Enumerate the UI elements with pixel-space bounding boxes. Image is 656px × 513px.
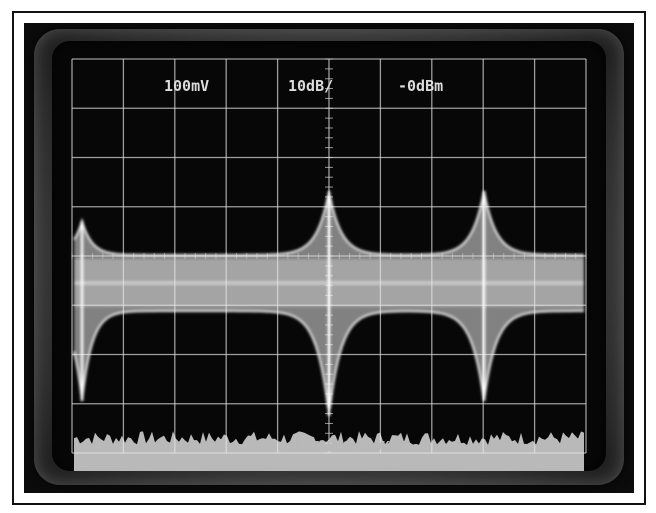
log-scale-readout: 10dB/: [288, 77, 333, 95]
crt-bezel: 100mV 10dB/ -0dBm 1KHZ RES 100KHZ: [34, 29, 624, 485]
crt-screen: 100mV 10dB/ -0dBm 1KHZ RES 100KHZ: [52, 41, 606, 471]
spectrum-trace: [73, 190, 584, 416]
vertical-scale-readout: 100mV: [164, 77, 209, 95]
spectrum-display: 100mV 10dB/ -0dBm 1KHZ RES 100KHZ: [71, 58, 587, 471]
resolution-readout: 1KHZ RES 100KHZ: [288, 440, 406, 455]
reference-level-readout: -0dBm: [398, 77, 443, 95]
noise-floor-trace: [74, 431, 584, 471]
noise-floor: [74, 431, 584, 471]
figure-frame: 100mV 10dB/ -0dBm 1KHZ RES 100KHZ: [12, 11, 646, 505]
oscilloscope-photo: 100mV 10dB/ -0dBm 1KHZ RES 100KHZ: [24, 23, 634, 493]
